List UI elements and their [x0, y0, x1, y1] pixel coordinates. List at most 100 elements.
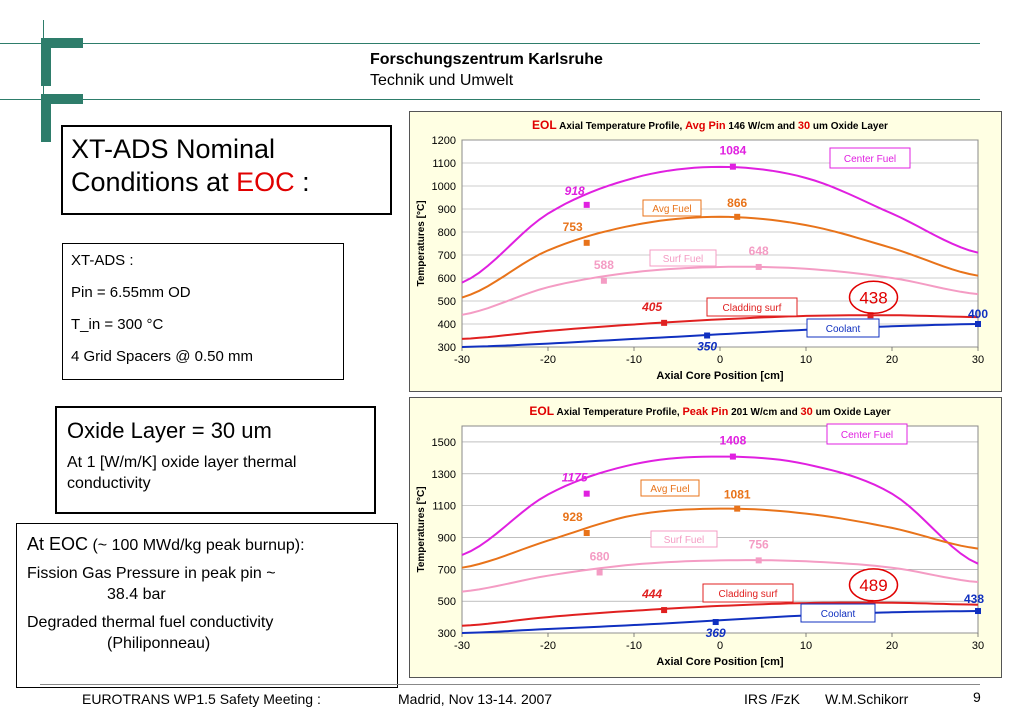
frame-vertical-rule [43, 20, 44, 110]
data-label: 756 [749, 537, 769, 551]
series-line-surf-fuel [461, 559, 979, 593]
chart-title: EOL Axial Temperature Profile, Avg Pin 1… [532, 118, 888, 132]
legend-box-center-fuel [829, 147, 911, 169]
chart-title: EOL Axial Temperature Profile, Peak Pin … [529, 404, 890, 418]
x-tick-label: 30 [972, 354, 984, 366]
data-label: 680 [590, 549, 610, 563]
x-tick-label: -20 [540, 354, 556, 366]
x-tick-label: -10 [626, 640, 642, 652]
y-tick-label: 900 [438, 204, 456, 216]
x-tick-label: -10 [626, 354, 642, 366]
x-tick-label: 0 [717, 354, 723, 366]
series-line-coolant [461, 610, 979, 634]
data-point [755, 557, 762, 564]
highlight-circle [848, 568, 899, 602]
data-point [712, 619, 719, 626]
series-line-avg-fuel [461, 215, 979, 299]
chart-title-part: Avg Pin [685, 120, 726, 132]
chart-avg-pin: EOL Axial Temperature Profile, Avg Pin 1… [409, 111, 1002, 392]
data-label: 928 [563, 510, 583, 524]
y-tick-label: 1000 [432, 181, 456, 193]
spec-item: 4 Grid Spacers @ 0.50 mm [71, 348, 253, 365]
legend-label: Surf Fuel [664, 535, 705, 546]
chart-title-part: um Oxide Layer [810, 121, 888, 132]
eoc-line1-prefix: At EOC [27, 534, 89, 554]
y-tick-label: 1100 [432, 501, 456, 513]
logo-bar-vertical-bottom [41, 94, 51, 142]
data-label: 1084 [720, 144, 747, 158]
legend-box-coolant [800, 603, 876, 623]
series-line-avg-fuel [461, 507, 979, 569]
chart-title-part: Axial Temperature Profile, [557, 121, 685, 132]
footer-meeting: EUROTRANS WP1.5 Safety Meeting : [82, 691, 321, 707]
eoc-conditions-box: At EOC (~ 100 MWd/kg peak burnup): Fissi… [16, 523, 398, 688]
y-tick-label: 300 [438, 628, 456, 640]
y-tick-label: 1500 [432, 437, 456, 449]
y-tick-label: 800 [438, 227, 456, 239]
data-label: 1081 [724, 488, 751, 502]
x-tick-label: 10 [800, 354, 812, 366]
y-tick-label: 1300 [432, 469, 456, 481]
specs-box: XT-ADS : Pin = 6.55mm OD T_in = 300 °C 4… [62, 243, 344, 380]
series-line-cladding [461, 601, 979, 627]
data-label: 438 [964, 592, 984, 606]
x-axis-label: Axial Core Position [cm] [656, 656, 783, 668]
eoc-line3-cont: (Philiponneau) [107, 635, 211, 652]
data-point [661, 607, 668, 614]
oxide-box: Oxide Layer = 30 um At 1 [W/m/K] oxide l… [55, 406, 376, 514]
chart-title-part: EOL [532, 118, 557, 132]
chart-title-part: um Oxide Layer [813, 407, 891, 418]
header-rule-bottom [0, 99, 980, 100]
x-tick-label: 0 [717, 640, 723, 652]
series-line-coolant [461, 323, 979, 348]
legend-label: Cladding surf [719, 589, 778, 600]
data-point [596, 569, 603, 576]
series-line-center-fuel [461, 165, 979, 284]
data-label: 400 [968, 307, 988, 321]
data-label: 405 [641, 300, 662, 314]
y-tick-label: 1200 [432, 135, 456, 147]
data-point [704, 332, 711, 339]
legend-label: Avg Fuel [650, 484, 689, 495]
footer-author: W.M.Schikorr [825, 691, 909, 707]
y-tick-label: 600 [438, 273, 456, 285]
chart-peak-pin-svg: EOL Axial Temperature Profile, Peak Pin … [416, 404, 984, 668]
y-tick-label: 900 [438, 532, 456, 544]
legend-label: Cladding surf [723, 303, 782, 314]
chart-title-part: 201 W/cm and [728, 407, 800, 418]
oxide-title: Oxide Layer = 30 um [67, 418, 272, 443]
y-tick-label: 400 [438, 319, 456, 331]
y-tick-label: 300 [438, 342, 456, 354]
data-point [867, 312, 874, 319]
data-label: 753 [563, 220, 583, 234]
title-line2-suffix: : [294, 167, 310, 197]
x-axis-label: Axial Core Position [cm] [656, 370, 783, 382]
data-point [734, 213, 741, 220]
data-point [975, 608, 981, 615]
chart-title-part: Peak Pin [682, 406, 728, 418]
legend-box-avg-fuel [640, 479, 700, 497]
eoc-line2-text: Fission Gas Pressure in peak pin ~ [27, 565, 276, 582]
title-line1: XT-ADS Nominal [71, 134, 276, 164]
title-box: XT-ADS Nominal Conditions at EOC : [61, 125, 392, 215]
data-label: 444 [641, 587, 662, 601]
data-point [729, 453, 736, 460]
data-label: 1175 [562, 471, 588, 485]
data-point [583, 530, 590, 537]
data-label-highlight: 438 [859, 288, 887, 307]
chart-title-part: 30 [801, 406, 813, 418]
x-tick-label: 10 [800, 640, 812, 652]
x-tick-label: 20 [886, 640, 898, 652]
data-point [734, 505, 741, 512]
data-point [600, 277, 607, 284]
legend-box-avg-fuel [642, 199, 702, 217]
legend-box-center-fuel [826, 423, 908, 445]
chart-peak-pin: EOL Axial Temperature Profile, Peak Pin … [409, 397, 1002, 678]
page-number: 9 [973, 689, 981, 705]
logo-bar-vertical-top [41, 38, 51, 86]
legend-box-cladding [702, 583, 794, 603]
x-tick-label: -30 [454, 354, 470, 366]
data-point [755, 263, 762, 270]
legend-box-coolant [806, 318, 880, 338]
data-point [729, 163, 736, 170]
